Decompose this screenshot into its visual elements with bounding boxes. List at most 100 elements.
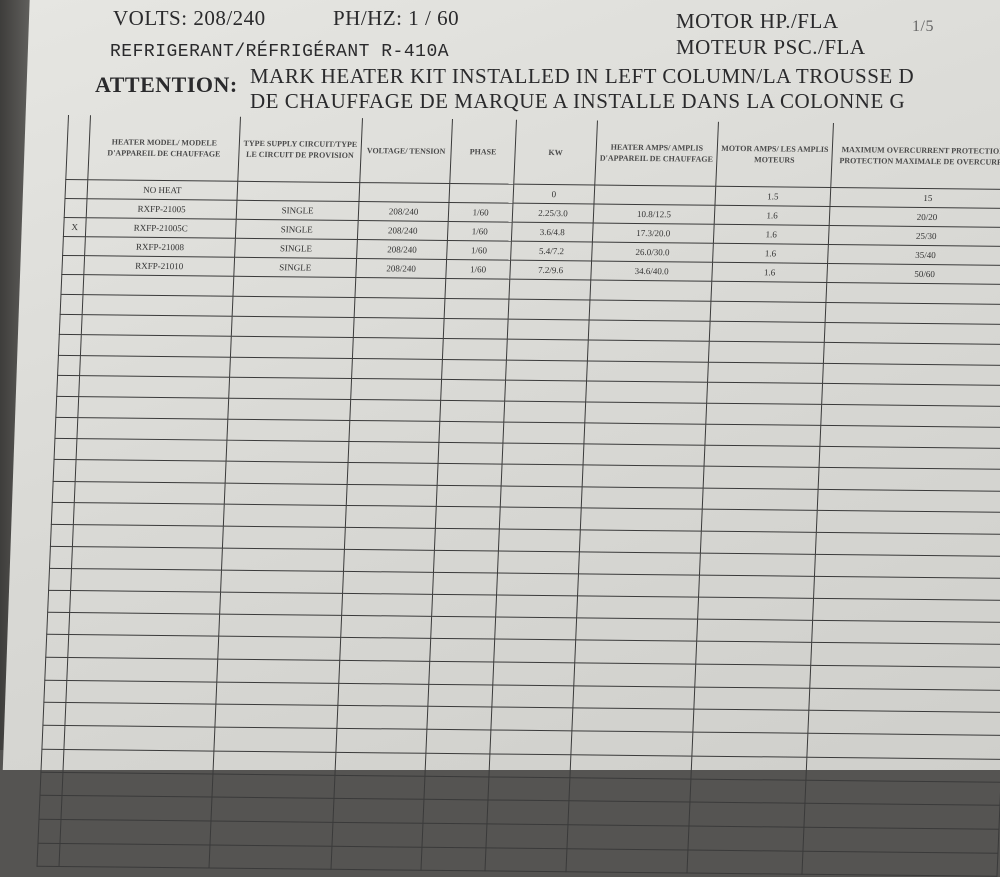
empty-cell (65, 680, 217, 705)
empty-cell (231, 316, 355, 338)
empty-cell (570, 731, 693, 756)
empty-cell (341, 593, 433, 617)
empty-cell (342, 570, 434, 595)
cell-kw: 5.4/7.2 (510, 241, 593, 261)
empty-cell (502, 422, 585, 445)
cell-phase: 1/60 (448, 202, 513, 223)
table-header-row: HEATER MODEL/ MODELE D'APPAREIL DE CHAUF… (65, 115, 1000, 190)
empty-cell (219, 591, 343, 616)
empty-cell (580, 508, 703, 531)
empty-cell (432, 571, 498, 595)
empty-cell (347, 462, 439, 486)
empty-cell (566, 824, 689, 850)
empty-cell (340, 615, 432, 639)
empty-cell (816, 510, 1000, 535)
moteur-label: MOTEUR PSC./FLA (676, 35, 866, 59)
empty-cell (687, 825, 804, 851)
cell-heater-amps (593, 185, 716, 206)
empty-cell (428, 661, 494, 685)
empty-cell (491, 684, 574, 709)
empty-cell (579, 529, 702, 553)
empty-cell (813, 575, 1000, 601)
cell-phase: 1/60 (445, 259, 511, 280)
empty-cell (82, 294, 233, 317)
empty-cell (348, 420, 440, 443)
empty-cell (438, 421, 504, 444)
empty-cell (490, 707, 573, 732)
empty-cell (77, 396, 229, 420)
empty-cell (211, 773, 335, 799)
empty-cell (60, 795, 212, 821)
cell-voltage: 208/240 (356, 239, 448, 260)
empty-cell (506, 339, 589, 361)
empty-cell (504, 380, 587, 403)
empty-cell (577, 573, 700, 597)
empty-cell (706, 382, 823, 405)
empty-cell (505, 359, 588, 382)
empty-cell (226, 419, 350, 442)
empty-cell (821, 383, 1000, 407)
cell-supply: SINGLE (235, 219, 359, 240)
empty-cell (695, 641, 812, 666)
empty-cell (232, 296, 355, 318)
empty-cell (212, 750, 336, 776)
empty-cell (801, 850, 998, 877)
cell-kw: 3.6/4.8 (511, 222, 594, 242)
empty-cell (819, 446, 1000, 470)
empty-cell (701, 509, 818, 533)
empty-cell (53, 459, 77, 482)
empty-cell (587, 340, 710, 363)
cell-motor-amps: 1.6 (711, 262, 828, 283)
empty-cell (584, 402, 707, 425)
empty-cell (58, 843, 210, 869)
empty-cell (45, 634, 69, 658)
cell-motor-amps: 1.6 (713, 224, 830, 245)
empty-cell (60, 294, 83, 315)
empty-cell (345, 505, 437, 529)
empty-cell (578, 551, 701, 575)
cell-motor-amps: 1.5 (714, 186, 831, 207)
empty-cell (210, 797, 334, 823)
empty-cell (825, 302, 1000, 325)
empty-cell (228, 377, 352, 400)
empty-cell (43, 679, 67, 703)
cell-mark (62, 236, 86, 256)
empty-cell (574, 640, 697, 664)
empty-cell (439, 400, 505, 423)
empty-cell (427, 683, 493, 708)
empty-cell (443, 318, 509, 340)
empty-cell (589, 279, 712, 302)
cell-motor-amps: 1.6 (712, 243, 829, 264)
cell-mark (61, 255, 85, 275)
empty-cell (569, 754, 692, 779)
empty-cell (64, 702, 216, 728)
cell-model: RXFP-21008 (84, 236, 236, 258)
empty-cell (503, 401, 586, 424)
empty-cell (487, 776, 570, 802)
empty-cell (486, 800, 569, 825)
empty-cell (78, 376, 230, 399)
empty-cell (354, 297, 445, 319)
empty-cell (691, 732, 808, 757)
empty-cell (809, 665, 1000, 690)
empty-cell (79, 355, 231, 378)
empty-cell (229, 357, 353, 379)
cell-voltage: 208/240 (357, 220, 449, 241)
empty-cell (807, 710, 1000, 736)
empty-cell (802, 827, 999, 853)
empty-cell (819, 425, 1000, 449)
empty-cell (694, 663, 811, 688)
empty-cell (80, 335, 232, 358)
empty-cell (507, 319, 590, 341)
empty-cell (55, 396, 79, 418)
empty-cell (567, 801, 690, 826)
empty-cell (47, 589, 71, 613)
empty-cell (76, 417, 228, 441)
empty-cell (41, 725, 65, 750)
cell-mark (65, 179, 88, 199)
empty-cell (63, 725, 215, 751)
empty-cell (494, 616, 577, 641)
empty-cell (812, 597, 1000, 623)
empty-cell (222, 525, 346, 550)
empty-cell (499, 507, 582, 530)
